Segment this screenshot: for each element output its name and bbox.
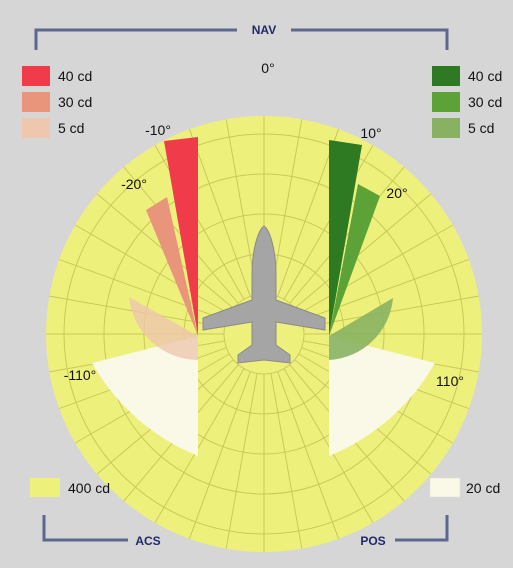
grid-spoke-340 <box>188 128 251 297</box>
legend-acs-label: 400 cd <box>68 480 110 496</box>
acs-bracket <box>42 515 128 542</box>
legend-green-label-5: 5 cd <box>468 120 494 136</box>
pos-label: POS <box>360 534 385 548</box>
legend-red-swatch-5 <box>22 118 50 138</box>
grid-spoke-160 <box>277 371 340 540</box>
legend-pos-label: 20 cd <box>466 480 500 496</box>
pos-bracket <box>395 515 449 542</box>
red-sector-5cd <box>129 297 198 360</box>
green-sector-5cd <box>329 298 393 360</box>
acs-label: ACS <box>135 534 160 548</box>
legend-red-label-40: 40 cd <box>58 68 92 84</box>
legend-green: 40 cd 30 cd 5 cd <box>432 66 502 138</box>
green-sector-40cd <box>329 140 362 336</box>
angle-label-minus-110: -110° <box>64 367 97 383</box>
angle-label-110: 110° <box>436 373 464 389</box>
pos-sector-right <box>329 336 435 456</box>
grid-spoke-150 <box>283 368 374 524</box>
angle-label-10: 10° <box>360 125 381 141</box>
red-sector-30cd <box>146 197 198 336</box>
grid-spoke-300 <box>74 224 230 315</box>
nav-label: NAV <box>252 23 276 37</box>
grid-spoke-20 <box>277 128 340 297</box>
grid-spoke-290 <box>58 258 227 321</box>
legend-red-label-5: 5 cd <box>58 120 84 136</box>
pos-sector-left <box>92 336 198 456</box>
angle-label-minus-20: -20° <box>121 176 147 192</box>
legend-red: 40 cd 30 cd 5 cd <box>22 66 92 138</box>
legend-red-swatch-40 <box>22 66 50 86</box>
green-sector-30cd <box>329 184 380 336</box>
grid-spoke-60 <box>298 224 454 315</box>
grid-spoke-170 <box>270 373 303 549</box>
grid-spoke-210 <box>154 368 245 524</box>
legend-green-swatch-30 <box>432 92 460 112</box>
angle-label-20: 20° <box>386 185 407 201</box>
angle-label-0: 0° <box>261 60 274 76</box>
grid-spoke-30 <box>283 144 374 300</box>
nav-bracket <box>34 28 449 50</box>
grid-spoke-200 <box>188 371 251 540</box>
angle-label-minus-10: -10° <box>145 122 171 138</box>
grid-spoke-40 <box>289 166 405 304</box>
legend-pos-swatch <box>429 477 461 498</box>
legend-red-label-30: 30 cd <box>58 94 92 110</box>
legend-green-swatch-40 <box>432 66 460 86</box>
legend-green-swatch-5 <box>432 118 460 138</box>
red-sector-40cd <box>164 137 198 336</box>
grid-spoke-50 <box>294 193 432 309</box>
legend-green-label-30: 30 cd <box>468 94 502 110</box>
grid-spoke-190 <box>225 373 258 549</box>
aircraft-icon <box>202 225 326 364</box>
legend-acs-swatch <box>30 478 60 497</box>
legend-green-label-40: 40 cd <box>468 68 502 84</box>
legend-red-swatch-30 <box>22 92 50 112</box>
